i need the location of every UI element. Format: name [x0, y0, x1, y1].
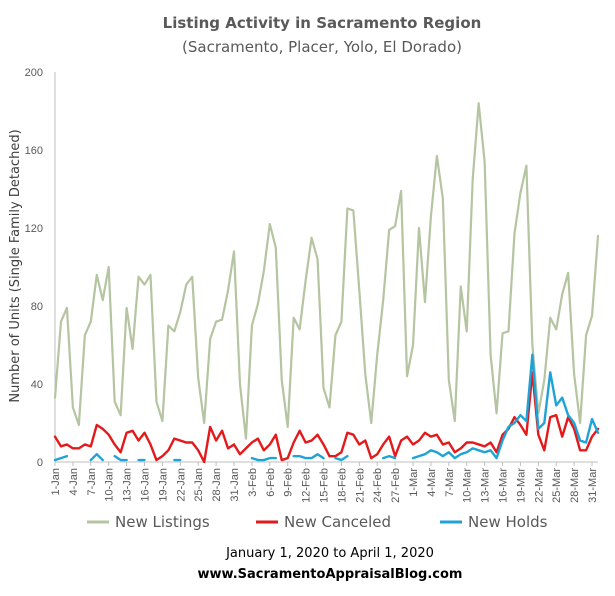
x-tick-label: 7-Mar [444, 468, 456, 497]
x-tick-label: 4-Jan [68, 468, 80, 496]
series-line-new-canceled [53, 371, 600, 464]
x-tick-label: 31-Jan [229, 468, 241, 502]
x-tick-label: 22-Jan [175, 468, 187, 502]
x-tick-label: 1-Mar [408, 468, 420, 497]
x-tick-label: 6-Feb [265, 468, 277, 497]
y-axis-label: Number of Units (Single Family Detached) [8, 129, 23, 402]
y-axis: 0 40 80 120 160 200 [25, 67, 43, 469]
plot-area [54, 72, 598, 463]
y-tick-label: 0 [37, 457, 43, 469]
x-tick-label: 13-Jan [122, 468, 134, 502]
legend: New Listings New Canceled New Holds [87, 513, 548, 531]
date-range-caption: January 1, 2020 to April 1, 2020 [225, 546, 434, 561]
legend-label-new-holds: New Holds [468, 513, 548, 531]
y-tick-label: 120 [25, 223, 43, 235]
y-tick-label: 40 [31, 379, 43, 391]
x-tick-label: 24-Feb [372, 468, 384, 503]
legend-label-new-canceled: New Canceled [284, 513, 391, 531]
x-tick-label: 12-Feb [301, 468, 313, 503]
chart-subtitle: (Sacramento, Placer, Yolo, El Dorado) [182, 38, 462, 56]
x-tick-label: 27-Feb [390, 468, 402, 503]
x-tick-label: 10-Mar [462, 468, 474, 503]
x-tick-label: 9-Feb [283, 468, 295, 497]
series-line-new-listings [53, 102, 600, 440]
x-tick-label: 22-Mar [533, 468, 545, 503]
x-tick-label: 3-Feb [247, 468, 259, 497]
legend-label-new-listings: New Listings [115, 513, 210, 531]
x-tick-label: 19-Mar [515, 468, 527, 503]
x-tick-label: 16-Mar [498, 468, 510, 503]
x-tick-label: 28-Jan [211, 468, 223, 502]
x-tick-label: 1-Jan [50, 468, 62, 496]
series-layer [53, 102, 600, 464]
x-tick-label: 31-Mar [587, 468, 599, 503]
x-tick-label: 15-Feb [319, 468, 331, 503]
x-tick-label: 4-Mar [426, 468, 438, 497]
x-tick-label: 28-Mar [569, 468, 581, 503]
y-tick-label: 160 [25, 145, 43, 157]
y-tick-label: 80 [31, 301, 43, 313]
x-tick-label: 21-Feb [354, 468, 366, 503]
series-line-new-holds [53, 353, 600, 462]
x-axis: 1-Jan 4-Jan 7-Jan 10-Jan 13-Jan 16-Jan 19-Jan 2… [50, 462, 599, 503]
x-tick-label: 25-Jan [193, 468, 205, 502]
x-tick-label: 13-Mar [480, 468, 492, 503]
x-tick-label: 18-Feb [336, 468, 348, 503]
x-tick-label: 10-Jan [104, 468, 116, 502]
x-tick-label: 7-Jan [86, 468, 98, 496]
website-caption: www.SacramentoAppraisalBlog.com [198, 567, 463, 582]
chart-title: Listing Activity in Sacramento Region [163, 14, 482, 32]
y-tick-label: 200 [25, 67, 43, 79]
x-tick-label: 19-Jan [157, 468, 169, 502]
x-tick-label: 16-Jan [140, 468, 152, 502]
x-tick-label: 25-Mar [551, 468, 563, 503]
